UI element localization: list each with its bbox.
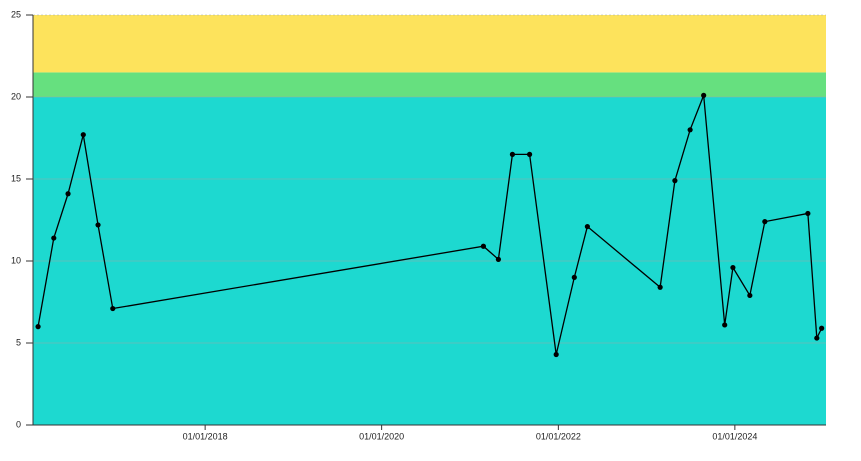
x-tick-label: 01/01/2022 xyxy=(536,431,581,441)
data-point xyxy=(701,92,707,98)
data-point xyxy=(672,178,678,184)
data-point xyxy=(819,325,825,331)
data-point xyxy=(110,305,116,312)
data-point xyxy=(814,335,820,341)
y-tick-label: 5 xyxy=(16,337,21,347)
data-point xyxy=(687,127,693,133)
y-tick-label: 15 xyxy=(11,173,21,183)
y-tick-label: 0 xyxy=(16,419,21,429)
x-tick-label: 01/01/2020 xyxy=(359,431,404,441)
band xyxy=(33,15,826,73)
data-point xyxy=(526,151,533,157)
data-point xyxy=(805,210,811,217)
data-point xyxy=(722,322,728,328)
data-point xyxy=(95,222,101,228)
data-point xyxy=(509,151,516,157)
x-tick-label: 01/01/2018 xyxy=(183,431,228,441)
data-point xyxy=(495,256,502,262)
data-point xyxy=(730,264,736,271)
data-point xyxy=(35,324,41,330)
data-point xyxy=(65,191,71,197)
x-tick-label: 01/01/2024 xyxy=(712,431,757,441)
data-point xyxy=(584,223,590,230)
data-point xyxy=(762,219,768,225)
y-tick-label: 20 xyxy=(11,91,21,101)
data-point xyxy=(51,235,57,241)
data-line xyxy=(37,95,823,355)
data-point xyxy=(571,274,577,280)
data-point xyxy=(747,292,753,299)
data-point xyxy=(553,351,559,358)
band xyxy=(33,72,826,97)
data-point xyxy=(480,243,487,249)
data-point xyxy=(80,132,86,138)
data-point xyxy=(657,284,663,290)
y-tick-label: 10 xyxy=(11,255,21,265)
y-tick-label: 25 xyxy=(11,9,21,19)
